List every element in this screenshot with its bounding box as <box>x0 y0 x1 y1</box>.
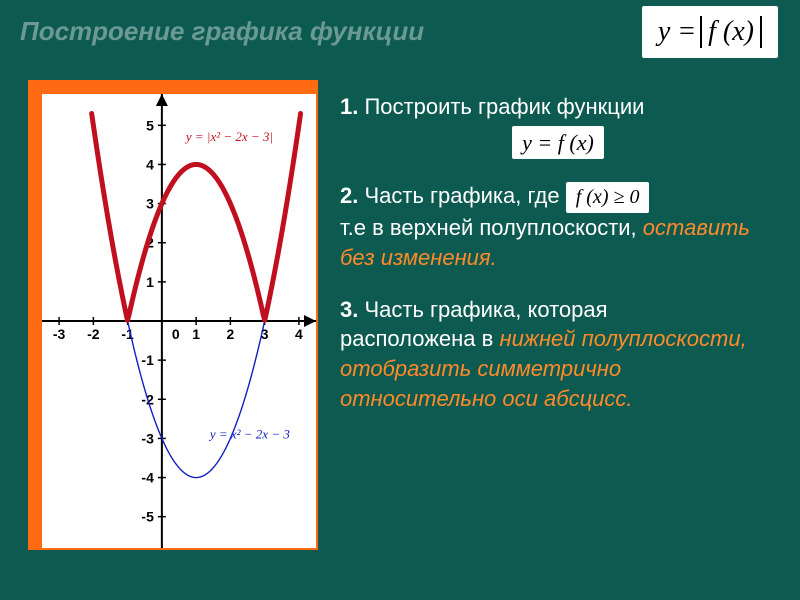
svg-text:1: 1 <box>192 326 200 342</box>
svg-text:y = x² − 2x − 3: y = x² − 2x − 3 <box>208 426 291 441</box>
step-paragraph: 3. Часть графика, которая расположена в … <box>340 295 776 414</box>
slide: Построение графика функции y = f (x) -3 -… <box>0 0 800 600</box>
step-number: 1. <box>340 94 364 119</box>
chart-svg: -3-2-11234-5-4-3-2-1123450y = x² − 2x − … <box>42 94 316 548</box>
slide-title: Построение графика функции <box>20 16 424 47</box>
svg-text:3: 3 <box>146 196 154 212</box>
step-text: расположена в <box>340 326 499 351</box>
svg-text:-3: -3 <box>141 430 154 446</box>
svg-text:-3: -3 <box>53 326 66 342</box>
svg-text:-2: -2 <box>87 326 100 342</box>
svg-text:y = |x² − 2x − 3|: y = |x² − 2x − 3| <box>184 129 273 144</box>
inline-formula: f (x) ≥ 0 <box>566 182 650 213</box>
step-formula: y = f (x) <box>512 126 604 160</box>
svg-text:4: 4 <box>295 326 303 342</box>
chart-frame: -3-2-11234-5-4-3-2-1123450y = x² − 2x − … <box>28 80 318 550</box>
steps-block: 1. Построить график функции y = f (x) 2. … <box>340 92 776 436</box>
svg-text:5: 5 <box>146 117 154 133</box>
step-number: 2. <box>340 183 364 208</box>
formula-prefix: y = <box>658 16 696 48</box>
step-text: Построить график функции <box>364 94 644 119</box>
svg-text:-5: -5 <box>141 509 154 525</box>
step-text: Часть графика, где <box>364 183 559 208</box>
step-paragraph: 2. Часть графика, где f (x) ≥ 0т.е в вер… <box>340 181 776 272</box>
svg-text:4: 4 <box>146 156 154 172</box>
svg-text:1: 1 <box>146 274 154 290</box>
step-text: Часть графика, которая <box>364 297 607 322</box>
title-formula: y = f (x) <box>642 6 778 58</box>
svg-text:2: 2 <box>226 326 234 342</box>
step-number: 3. <box>340 297 364 322</box>
chart-area: -3-2-11234-5-4-3-2-1123450y = x² − 2x − … <box>42 94 304 536</box>
svg-text:0: 0 <box>172 326 180 342</box>
step-text: т.е в верхней полуплоскости, <box>340 215 643 240</box>
step-paragraph: 1. Построить график функции y = f (x) <box>340 92 776 159</box>
formula-inner: f (x) <box>700 16 762 48</box>
svg-text:-1: -1 <box>141 352 154 368</box>
svg-text:-4: -4 <box>141 470 154 486</box>
